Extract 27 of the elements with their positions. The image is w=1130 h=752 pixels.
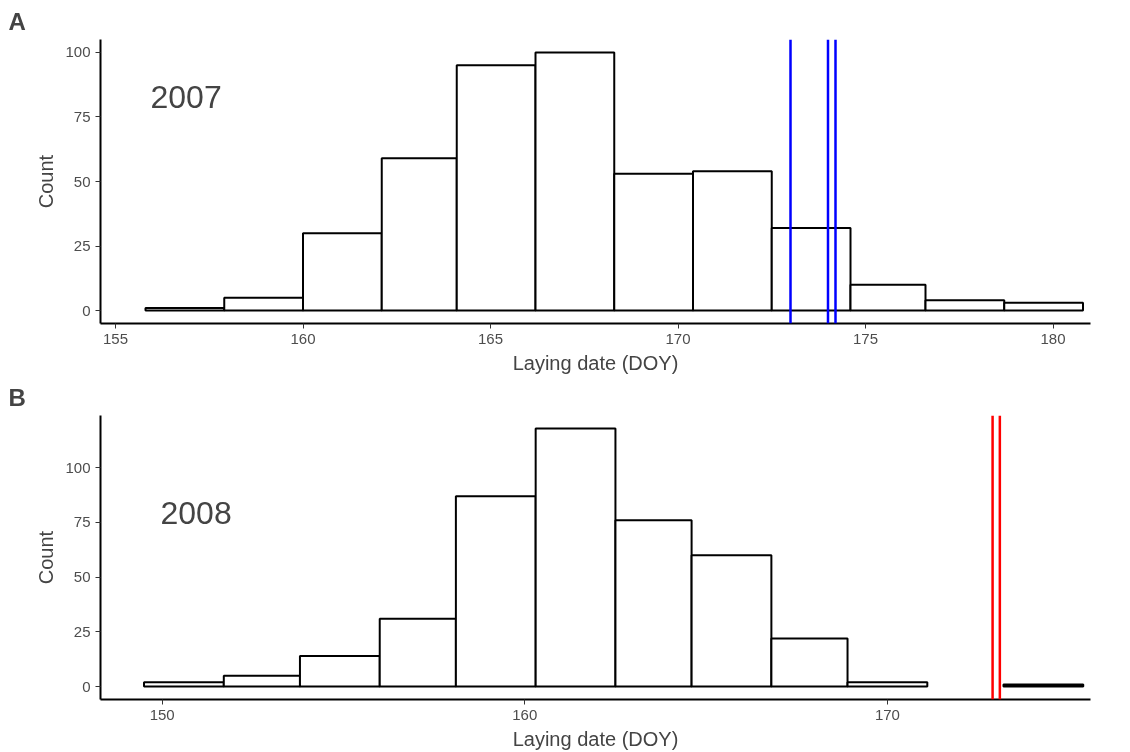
- y-axis-title: Count: [35, 154, 58, 209]
- y-tick-label: 0: [82, 677, 91, 695]
- x-axis-title: Laying date (DOY): [512, 727, 679, 750]
- x-tick-label: 155: [102, 329, 129, 347]
- x-tick-label: 160: [512, 705, 538, 723]
- chart-title: B: [8, 383, 26, 411]
- x-tick-label: 165: [477, 329, 504, 347]
- y-tick-label: 75: [73, 107, 91, 125]
- x-axis-title: Laying date (DOY): [512, 351, 679, 374]
- x-tick-label: 170: [874, 705, 900, 723]
- x-tick-label: 180: [1040, 329, 1066, 347]
- y-axis-title: Count: [35, 530, 58, 585]
- y-tick-label: 50: [73, 568, 91, 586]
- x-tick-label: 175: [852, 329, 879, 347]
- y-tick-label: 50: [73, 172, 91, 190]
- annotation: 2008: [160, 494, 232, 531]
- chart-title: A: [8, 7, 26, 35]
- y-tick-label: 100: [65, 458, 91, 476]
- y-tick-label: 100: [65, 43, 91, 61]
- y-tick-label: 75: [73, 513, 91, 531]
- x-tick-label: 170: [665, 329, 691, 347]
- y-tick-label: 0: [82, 301, 91, 319]
- x-tick-label: 150: [149, 705, 175, 723]
- y-tick-label: 25: [73, 237, 91, 255]
- annotation: 2007: [150, 78, 222, 115]
- y-tick-label: 25: [73, 622, 91, 640]
- x-tick-label: 160: [290, 329, 316, 347]
